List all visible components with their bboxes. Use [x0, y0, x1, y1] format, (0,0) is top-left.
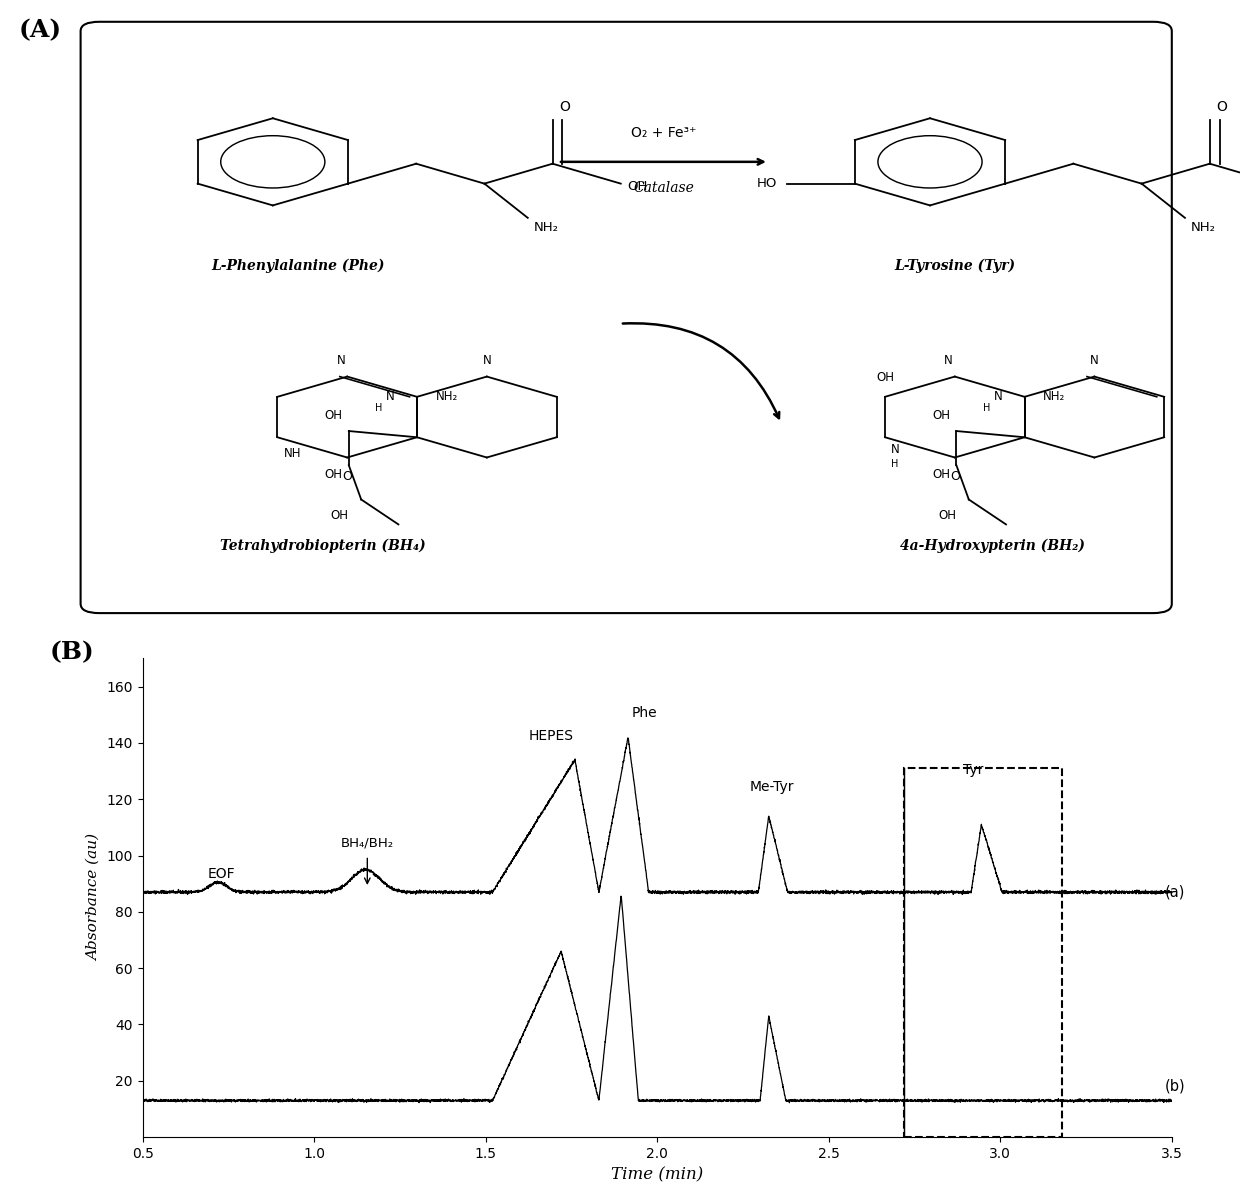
Text: N: N [993, 390, 1002, 403]
Text: NH: NH [284, 446, 301, 460]
X-axis label: Time (min): Time (min) [611, 1166, 703, 1184]
Y-axis label: Absorbance (au): Absorbance (au) [87, 834, 100, 961]
Text: HEPES: HEPES [528, 729, 573, 743]
Text: Tetrahydrobiopterin (BH₄): Tetrahydrobiopterin (BH₄) [219, 539, 425, 553]
Text: OH: OH [932, 468, 950, 481]
Text: (a): (a) [1164, 885, 1185, 900]
Text: N: N [386, 390, 394, 403]
Text: L-Tyrosine (Tyr): L-Tyrosine (Tyr) [894, 259, 1016, 273]
Text: NH₂: NH₂ [1043, 390, 1065, 403]
Text: OH: OH [627, 181, 647, 193]
Text: OH: OH [875, 371, 894, 384]
Text: Catalase: Catalase [632, 181, 694, 194]
Text: Me-Tyr: Me-Tyr [750, 779, 795, 794]
Text: EOF: EOF [208, 867, 236, 881]
Text: OH: OH [325, 408, 342, 421]
Text: NH₂: NH₂ [435, 390, 458, 403]
Text: (A): (A) [19, 19, 62, 43]
Bar [904, 768, 1061, 1137]
Text: H: H [982, 403, 990, 413]
Text: N: N [892, 444, 900, 456]
Text: N: N [944, 354, 954, 367]
Text: (b): (b) [1164, 1078, 1185, 1094]
Text: O: O [950, 470, 960, 482]
Text: O: O [1216, 99, 1226, 114]
Text: N: N [1090, 354, 1099, 367]
Text: OH: OH [932, 408, 950, 421]
Text: L-Phenylalanine (Phe): L-Phenylalanine (Phe) [211, 259, 384, 273]
Text: (B): (B) [50, 640, 94, 664]
Text: Phe: Phe [631, 706, 657, 721]
Text: N: N [336, 354, 346, 367]
Text: BH₄/BH₂: BH₄/BH₂ [341, 837, 394, 850]
Text: 4a-Hydroxypterin (BH₂): 4a-Hydroxypterin (BH₂) [899, 539, 1085, 553]
Text: HO: HO [756, 177, 776, 190]
Text: OH: OH [325, 468, 342, 481]
Text: O₂ + Fe³⁺: O₂ + Fe³⁺ [631, 126, 696, 140]
Text: NH₂: NH₂ [534, 221, 559, 233]
FancyBboxPatch shape [81, 22, 1172, 613]
Text: NH₂: NH₂ [1192, 221, 1216, 233]
Text: N: N [482, 354, 491, 367]
Text: O: O [342, 470, 352, 482]
Text: O: O [559, 99, 569, 114]
Text: OH: OH [331, 509, 348, 522]
Text: OH: OH [939, 509, 956, 522]
Text: Tyr: Tyr [962, 762, 983, 777]
Text: H: H [374, 403, 382, 413]
Text: H: H [892, 460, 899, 469]
